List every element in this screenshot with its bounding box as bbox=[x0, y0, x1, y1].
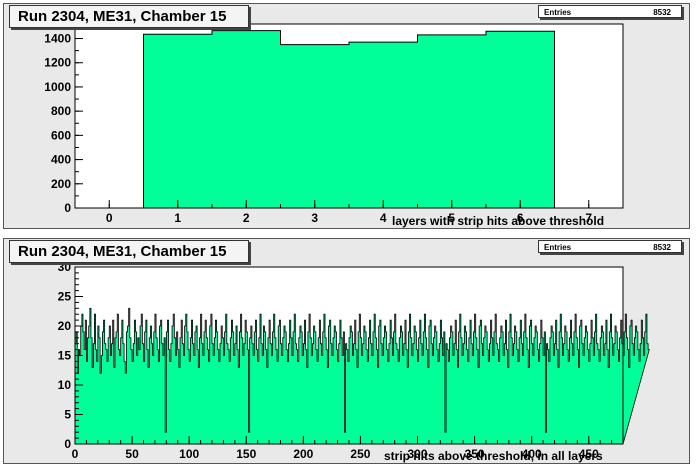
x-tick-label: 1 bbox=[174, 211, 181, 225]
x-tick-label: 400 bbox=[522, 447, 542, 461]
histogram-outline bbox=[74, 307, 650, 445]
y-tick-label: 10 bbox=[58, 378, 72, 392]
x-tick-label: 300 bbox=[407, 447, 427, 461]
x-tick-label: 150 bbox=[236, 447, 256, 461]
x-tick-label: 100 bbox=[179, 447, 199, 461]
histogram-bar bbox=[417, 34, 486, 208]
x-tick-label: 3 bbox=[311, 211, 318, 225]
x-axis-label: strip hits above threshold, in all layer… bbox=[384, 449, 603, 463]
y-tick-label: 0 bbox=[64, 201, 71, 215]
stats-box: Entries 8532 bbox=[538, 240, 682, 253]
x-axis-label: layers with strip hits above threshold bbox=[392, 214, 605, 228]
histogram-top-svg: 0 200 400 600 800 1000 1200 1400 0 1 2 3 4 5 6 7 bbox=[44, 23, 624, 225]
y-tick-label: 15 bbox=[58, 349, 72, 363]
y-tick-label: 600 bbox=[51, 128, 71, 142]
chart-panel-bottom: 0 5 10 15 20 25 30 0 50 100 150 200 250 300 350 400 450 … bbox=[3, 238, 690, 464]
y-tick-label: 5 bbox=[64, 408, 71, 422]
y-tick-label: 30 bbox=[58, 260, 72, 274]
y-tick-label: 0 bbox=[64, 437, 71, 451]
stats-box: Entries 8532 bbox=[538, 5, 682, 18]
x-tick-label: 450 bbox=[579, 447, 599, 461]
y-tick-label: 1200 bbox=[44, 56, 71, 70]
x-tick-label: 250 bbox=[350, 447, 370, 461]
y-tick-label: 25 bbox=[58, 290, 72, 304]
stats-entries-value: 8532 bbox=[653, 8, 671, 17]
histogram-outline bbox=[143, 30, 555, 208]
y-tick-label: 800 bbox=[51, 104, 71, 118]
chart-title: Run 2304, ME31, Chamber 15 bbox=[9, 240, 250, 263]
y-tick-label: 1000 bbox=[44, 80, 71, 94]
histogram-bar bbox=[280, 44, 349, 208]
x-tick-label: 6 bbox=[517, 211, 524, 225]
stats-entries-label: Entries bbox=[544, 243, 572, 252]
y-tick-label: 20 bbox=[58, 319, 72, 333]
stats-entries-label: Entries bbox=[544, 8, 572, 17]
x-tick-label: 350 bbox=[465, 447, 485, 461]
x-tick-label: 2 bbox=[243, 211, 250, 225]
y-tick-label: 200 bbox=[51, 177, 71, 191]
x-tick-label: 50 bbox=[125, 447, 139, 461]
x-tick-label: 200 bbox=[293, 447, 313, 461]
x-tick-label: 4 bbox=[380, 211, 387, 225]
x-tick-label: 0 bbox=[106, 211, 113, 225]
x-tick-label: 7 bbox=[585, 211, 592, 225]
histogram-bar bbox=[486, 31, 555, 209]
y-tick-label: 400 bbox=[51, 153, 71, 167]
histogram-bar bbox=[212, 30, 281, 208]
stats-entries-value: 8532 bbox=[653, 243, 671, 252]
x-tick-label: 0 bbox=[72, 447, 79, 461]
x-tick-label: 5 bbox=[448, 211, 455, 225]
chart-title: Run 2304, ME31, Chamber 15 bbox=[9, 5, 250, 28]
histogram-bar bbox=[143, 34, 212, 208]
y-tick-label: 1400 bbox=[44, 32, 71, 46]
histogram-bar bbox=[349, 42, 418, 208]
chart-panel-top: 0 200 400 600 800 1000 1200 1400 0 1 2 3 4 5 6 7 Run 23… bbox=[3, 3, 690, 229]
